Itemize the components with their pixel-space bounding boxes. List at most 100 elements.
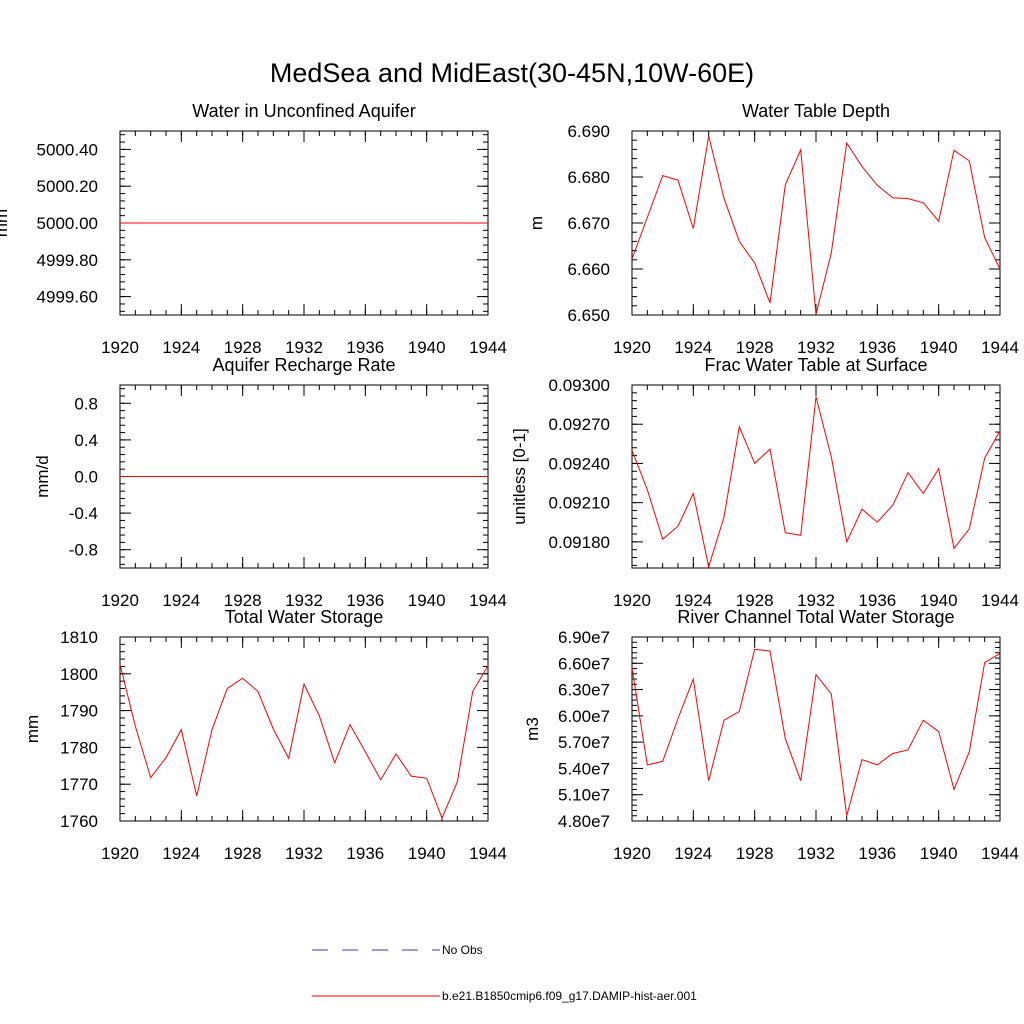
y-tick-label: 6.690 <box>567 122 610 141</box>
series-line <box>631 648 1001 816</box>
y-tick-label: 0.4 <box>74 431 98 450</box>
x-tick-label: 1944 <box>981 591 1019 610</box>
x-tick-label: 1936 <box>346 844 384 863</box>
y-axis-label: m <box>527 216 546 230</box>
y-tick-label: 0.09210 <box>549 494 610 513</box>
x-tick-label: 1940 <box>408 338 446 357</box>
x-tick-label: 1924 <box>674 591 712 610</box>
x-tick-label: 1936 <box>346 591 384 610</box>
legend-model-run-label: b.e21.B1850cmip6.f09_g17.DAMIP-hist-aer.… <box>442 989 697 1003</box>
panel-6: 1920 1924 1928 1932 1936 1940 1944 4.80e7 5.10e7… <box>523 607 1019 863</box>
x-tick-label: 1940 <box>408 844 446 863</box>
plot-frame <box>631 384 1001 569</box>
y-tick-label: 1810 <box>60 628 98 647</box>
x-tick-label: 1932 <box>797 591 835 610</box>
y-tick-label: 6.30e7 <box>558 681 610 700</box>
x-tick-label: 1936 <box>858 844 896 863</box>
x-tick-label: 1932 <box>797 338 835 357</box>
x-tick-label: 1928 <box>736 591 774 610</box>
x-tick-label: 1928 <box>224 844 262 863</box>
y-tick-label: 5.70e7 <box>558 733 610 752</box>
y-tick-label: 6.650 <box>567 306 610 325</box>
y-axis-label: mm/d <box>33 455 52 498</box>
y-tick-label: 6.680 <box>567 168 610 187</box>
x-tick-label: 1932 <box>285 338 323 357</box>
panel-5: 1920 1924 1928 1932 1936 1940 1944 1760 1770 1780… <box>23 607 507 863</box>
x-tick-label: 1932 <box>285 591 323 610</box>
x-tick-label: 1924 <box>674 338 712 357</box>
y-tick-label: 1780 <box>60 738 98 757</box>
panel-2: 1920 1924 1928 1932 1936 1940 1944 6.650 6.660 6.… <box>527 101 1019 357</box>
plot-frame <box>631 130 1001 316</box>
x-tick-label: 1928 <box>736 338 774 357</box>
panel-title: Total Water Storage <box>225 607 383 627</box>
y-tick-label: -0.8 <box>69 541 98 560</box>
y-tick-label: 0.09180 <box>549 533 610 552</box>
panel-1: 1920 1924 1928 1932 1936 1940 1944 4999.60 4999.… <box>0 101 507 357</box>
x-tick-label: 1920 <box>613 844 651 863</box>
y-tick-label: 5000.20 <box>37 177 98 196</box>
panel-4: 1920 1924 1928 1932 1936 1940 1944 0.09180 0.092… <box>510 355 1019 610</box>
y-tick-label: 5000.00 <box>37 214 98 233</box>
x-tick-label: 1944 <box>469 844 507 863</box>
y-tick-label: 5.10e7 <box>558 786 610 805</box>
y-tick-label: 4999.60 <box>37 288 98 307</box>
y-tick-label: 5000.40 <box>37 140 98 159</box>
y-axis-label: unitless [0-1] <box>510 428 529 524</box>
x-tick-label: 1940 <box>920 591 958 610</box>
x-tick-label: 1924 <box>162 844 200 863</box>
panel-title: Frac Water Table at Surface <box>704 355 927 375</box>
y-axis-label: mm <box>23 715 42 743</box>
x-tick-label: 1928 <box>736 844 774 863</box>
x-tick-label: 1920 <box>101 844 139 863</box>
y-axis-label: m3 <box>523 717 542 741</box>
panel-title: Water Table Depth <box>742 101 890 121</box>
y-tick-label: 4999.80 <box>37 251 98 270</box>
panel-title: River Channel Total Water Storage <box>677 607 954 627</box>
x-tick-label: 1928 <box>224 591 262 610</box>
y-tick-label: 4.80e7 <box>558 812 610 831</box>
y-tick-label: 0.09240 <box>549 454 610 473</box>
x-tick-label: 1924 <box>162 591 200 610</box>
y-axis-label: mm <box>0 209 11 237</box>
x-tick-label: 1936 <box>858 338 896 357</box>
panels: 1920 1924 1928 1932 1936 1940 1944 4999.60 4999.… <box>0 101 1019 863</box>
y-tick-label: 1770 <box>60 775 98 794</box>
panel-title: Aquifer Recharge Rate <box>212 355 395 375</box>
y-tick-label: 1760 <box>60 812 98 831</box>
legend: No Obs b.e21.B1850cmip6.f09_g17.DAMIP-hi… <box>312 943 697 1003</box>
x-tick-label: 1936 <box>346 338 384 357</box>
x-tick-label: 1944 <box>469 338 507 357</box>
x-tick-label: 1924 <box>674 844 712 863</box>
x-tick-label: 1928 <box>224 338 262 357</box>
y-tick-label: 1790 <box>60 702 98 721</box>
legend-no-obs-label: No Obs <box>442 943 483 957</box>
y-tick-label: 5.40e7 <box>558 759 610 778</box>
y-tick-label: -0.4 <box>69 504 98 523</box>
series-line <box>119 664 489 820</box>
panel-title: Water in Unconfined Aquifer <box>192 101 415 121</box>
y-tick-label: 0.8 <box>74 394 98 413</box>
y-tick-label: 6.00e7 <box>558 707 610 726</box>
series-line <box>631 396 1001 569</box>
x-tick-label: 1932 <box>285 844 323 863</box>
y-tick-label: 0.0 <box>74 468 98 487</box>
x-tick-label: 1944 <box>469 591 507 610</box>
figure-title: MedSea and MidEast(30-45N,10W-60E) <box>270 58 754 88</box>
y-tick-label: 0.09300 <box>549 376 610 395</box>
x-tick-label: 1920 <box>613 338 651 357</box>
y-tick-label: 1800 <box>60 665 98 684</box>
x-tick-label: 1944 <box>981 844 1019 863</box>
series-line <box>631 135 1001 315</box>
x-tick-label: 1920 <box>101 591 139 610</box>
x-tick-label: 1920 <box>101 338 139 357</box>
x-tick-label: 1924 <box>162 338 200 357</box>
y-tick-label: 6.670 <box>567 214 610 233</box>
plot-frame <box>631 636 1001 822</box>
x-tick-label: 1940 <box>920 844 958 863</box>
y-tick-label: 6.90e7 <box>558 628 610 647</box>
x-tick-label: 1940 <box>408 591 446 610</box>
x-tick-label: 1940 <box>920 338 958 357</box>
y-tick-label: 0.09270 <box>549 415 610 434</box>
